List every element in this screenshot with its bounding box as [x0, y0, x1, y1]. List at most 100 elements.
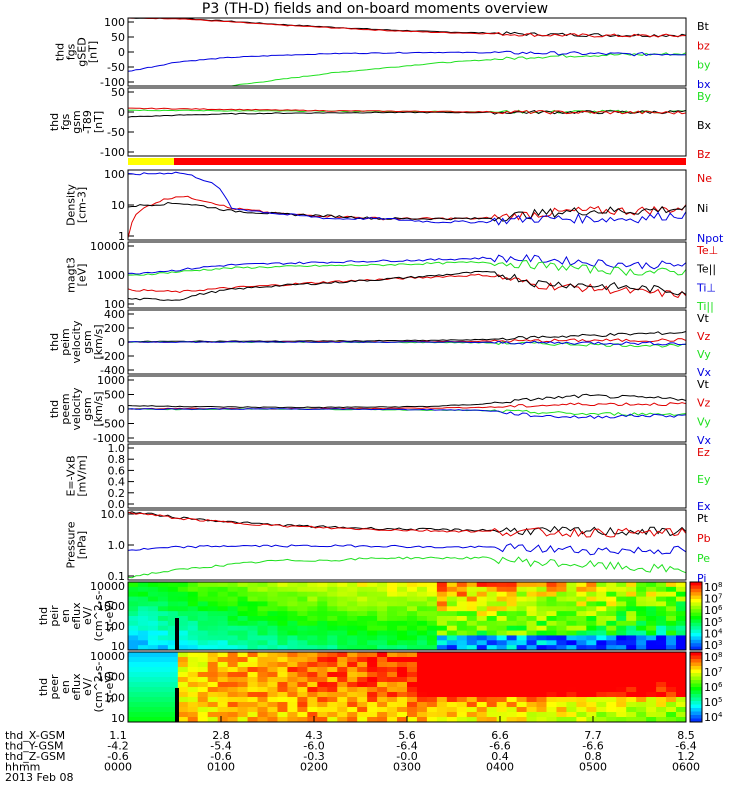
xaxis-value: 1.1 — [109, 729, 127, 742]
panel-peir_spec: 10000100010010thdpeirenefluxeV/(cm^2-s-s… — [37, 580, 723, 653]
heatmap-cell — [646, 640, 657, 646]
heatmap-cell — [556, 606, 567, 612]
heatmap-cell — [177, 620, 189, 627]
heatmap-cell — [357, 591, 368, 598]
heatmap-cell — [287, 677, 298, 683]
heatmap-cell — [367, 687, 378, 693]
xaxis-value: -6.6 — [582, 740, 603, 753]
ylabel-line: [eV] — [76, 264, 89, 287]
colorbar-cell — [690, 697, 702, 702]
heatmap-cell — [676, 586, 687, 593]
heatmap-cell — [207, 635, 219, 641]
heatmap-cell — [496, 645, 508, 651]
heatmap-cell — [147, 707, 159, 713]
ytick-label: 0 — [118, 403, 125, 416]
heatmap-cell — [187, 601, 199, 607]
heatmap-cell — [456, 635, 468, 641]
heatmap-cell — [128, 606, 139, 612]
heatmap-cell — [407, 707, 418, 713]
heatmap-cell — [556, 586, 567, 593]
heatmap-cell — [277, 625, 288, 632]
heatmap-cell — [147, 645, 159, 651]
heatmap-cell — [576, 697, 587, 703]
heatmap-cell — [676, 682, 687, 688]
heatmap-cell — [456, 625, 468, 632]
heatmap-cell — [187, 611, 199, 617]
heatmap-cell — [297, 682, 308, 688]
xaxis-value: 2.8 — [212, 729, 230, 742]
heatmap-cell — [167, 717, 179, 723]
heatmap-cell — [337, 596, 348, 602]
heatmap-cell — [636, 640, 647, 646]
heatmap-cell — [676, 620, 687, 627]
heatmap-cell — [357, 692, 368, 698]
heatmap-cell — [267, 625, 278, 632]
heatmap-cell — [217, 702, 229, 708]
heatmap-cell — [217, 645, 229, 651]
heatmap-cell — [147, 652, 159, 658]
heatmap-cell — [307, 702, 318, 708]
heatmap-cell — [347, 662, 358, 668]
heatmap-cell — [128, 677, 139, 683]
heatmap-cell — [187, 717, 199, 723]
heatmap-cell — [327, 611, 338, 617]
heatmap-cell — [367, 692, 378, 698]
heatmap-cell — [407, 667, 418, 673]
heatmap-cell — [347, 582, 358, 588]
heatmap-cell — [646, 625, 657, 632]
heatmap-cell — [247, 620, 259, 627]
heatmap-cell — [596, 616, 607, 622]
heatmap-cell — [327, 586, 338, 593]
heatmap-cell — [566, 586, 577, 593]
heatmap-cell — [128, 652, 139, 658]
heatmap-cell — [357, 667, 368, 673]
heatmap-cell — [566, 640, 577, 646]
heatmap-cell — [436, 582, 448, 588]
heatmap-cell — [426, 625, 438, 632]
heatmap-cell — [397, 635, 408, 641]
heatmap-cell — [387, 697, 398, 703]
heatmap-cell — [327, 606, 338, 612]
heatmap-cell — [337, 616, 348, 622]
heatmap-cell — [456, 630, 468, 636]
heatmap-cell — [177, 697, 189, 703]
heatmap-cell — [407, 717, 418, 723]
heatmap-cell — [307, 582, 318, 588]
heatmap-cell — [327, 662, 338, 668]
heatmap-cell — [666, 667, 677, 673]
heatmap-cell — [476, 667, 488, 673]
heatmap-cell — [287, 620, 298, 627]
heatmap-cell — [267, 652, 278, 658]
heatmap-cell — [247, 606, 259, 612]
heatmap-cell — [516, 717, 528, 723]
heatmap-cell — [626, 582, 637, 588]
heatmap-cell — [666, 662, 677, 668]
heatmap-cell — [516, 616, 528, 622]
heatmap-cell — [546, 630, 557, 636]
heatmap-cell — [407, 611, 418, 617]
heatmap-cell — [257, 652, 268, 658]
heatmap-cell — [446, 630, 458, 636]
heatmap-cell — [656, 707, 667, 713]
heatmap-cell — [476, 582, 488, 588]
heatmap-cell — [456, 717, 468, 723]
heatmap-cell — [347, 667, 358, 673]
heatmap-cell — [426, 606, 438, 612]
heatmap-cell — [167, 640, 179, 646]
colorbar-cell — [690, 680, 702, 684]
heatmap-cell — [207, 657, 219, 663]
heatmap-cell — [526, 652, 538, 658]
heatmap-cell — [387, 667, 398, 673]
heatmap-cell — [466, 611, 478, 617]
heatmap-cell — [646, 717, 657, 723]
heatmap-cell — [377, 606, 388, 612]
heatmap-cell — [416, 625, 428, 632]
heatmap-cell — [337, 645, 348, 651]
heatmap-cell — [606, 667, 617, 673]
heatmap-cell — [626, 667, 637, 673]
heatmap-cell — [337, 591, 348, 598]
ylabel-line: sr-eV) — [103, 671, 116, 703]
xaxis-value: 0000 — [104, 761, 132, 774]
heatmap-cell — [636, 625, 647, 632]
heatmap-cell — [307, 645, 318, 651]
